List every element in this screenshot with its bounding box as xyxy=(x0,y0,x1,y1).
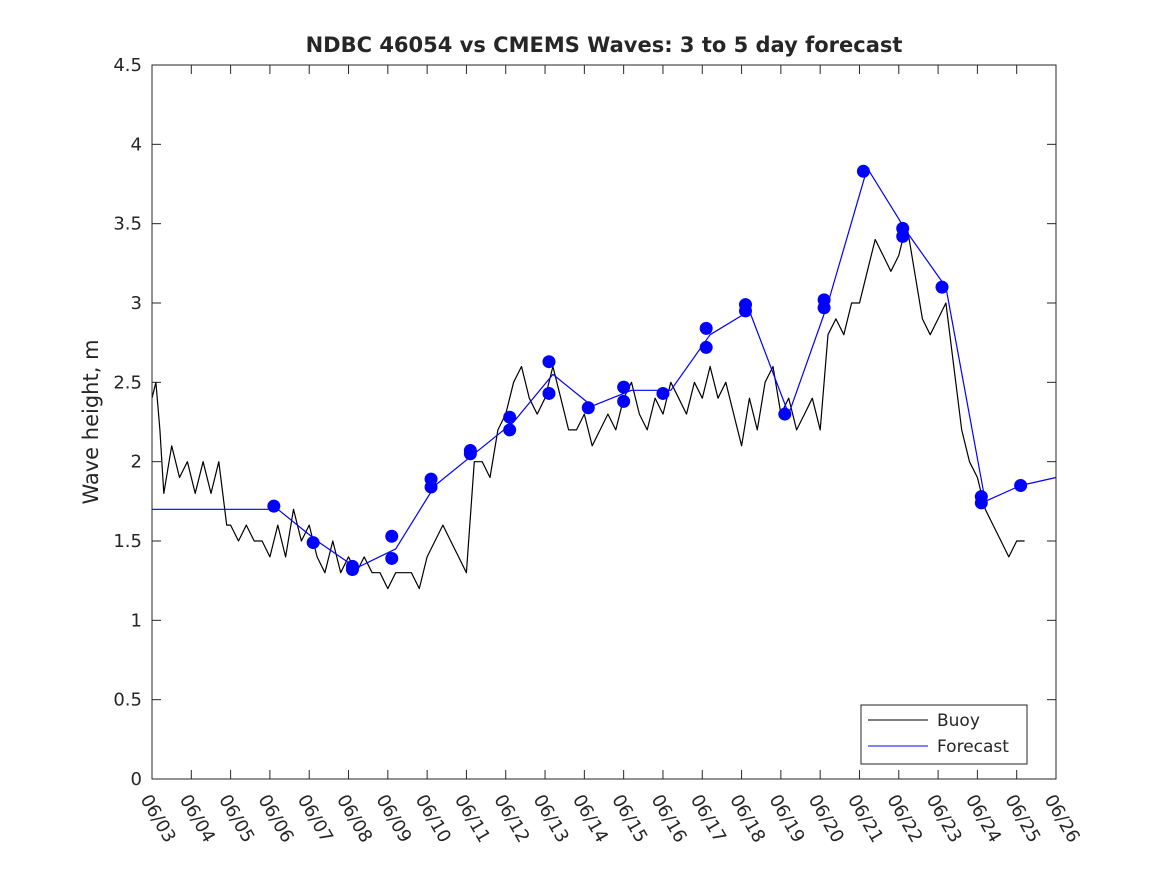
forecast-marker xyxy=(935,280,949,294)
forecast-marker xyxy=(385,529,399,543)
legend-forecast-label: Forecast xyxy=(937,737,1009,757)
forecast-marker xyxy=(581,401,595,415)
forecast-marker xyxy=(699,321,713,335)
forecast-marker xyxy=(424,480,438,494)
forecast-marker xyxy=(463,447,477,461)
y-tick-label: 0.5 xyxy=(113,690,142,711)
forecast-marker xyxy=(699,340,713,354)
y-tick-label: 1 xyxy=(131,610,142,631)
forecast-marker xyxy=(974,496,988,510)
y-tick-label: 1.5 xyxy=(113,531,142,552)
chart-title: NDBC 46054 vs CMEMS Waves: 3 to 5 day fo… xyxy=(306,33,903,57)
forecast-marker xyxy=(503,410,517,424)
legend: Buoy Forecast xyxy=(860,704,1028,765)
legend-box xyxy=(860,704,1028,765)
forecast-marker xyxy=(306,536,320,550)
y-tick-label: 0 xyxy=(131,769,142,790)
y-axis-label: Wave height, m xyxy=(79,339,103,504)
forecast-marker xyxy=(738,304,752,318)
forecast-marker xyxy=(1014,478,1028,492)
series-buoy-line xyxy=(151,223,1025,590)
series-layer xyxy=(151,164,1057,590)
forecast-marker xyxy=(817,301,831,315)
y-tick-label: 3.5 xyxy=(113,214,142,235)
forecast-marker xyxy=(896,229,910,243)
forecast-marker xyxy=(542,355,556,369)
y-axis-ticks: 0 0.5 1 1.5 2 2.5 3 3.5 4 4.5 xyxy=(113,55,1056,790)
forecast-marker xyxy=(267,499,281,513)
forecast-marker xyxy=(385,551,399,565)
y-tick-label: 4.5 xyxy=(113,55,142,76)
y-tick-label: 2.5 xyxy=(113,372,142,393)
plot-frame xyxy=(151,64,1057,780)
y-tick-label: 4 xyxy=(131,134,142,155)
forecast-marker xyxy=(542,386,556,400)
forecast-marker xyxy=(617,380,631,394)
y-tick-label: 2 xyxy=(131,452,142,473)
y-tick-label: 3 xyxy=(131,293,142,314)
forecast-marker xyxy=(345,563,359,577)
forecast-marker xyxy=(856,164,870,178)
forecast-marker xyxy=(503,423,517,437)
forecast-marker xyxy=(656,386,670,400)
forecast-marker xyxy=(778,407,792,421)
forecast-marker xyxy=(617,394,631,408)
legend-buoy-label: Buoy xyxy=(937,711,980,731)
series-forecast-line xyxy=(152,167,1057,569)
